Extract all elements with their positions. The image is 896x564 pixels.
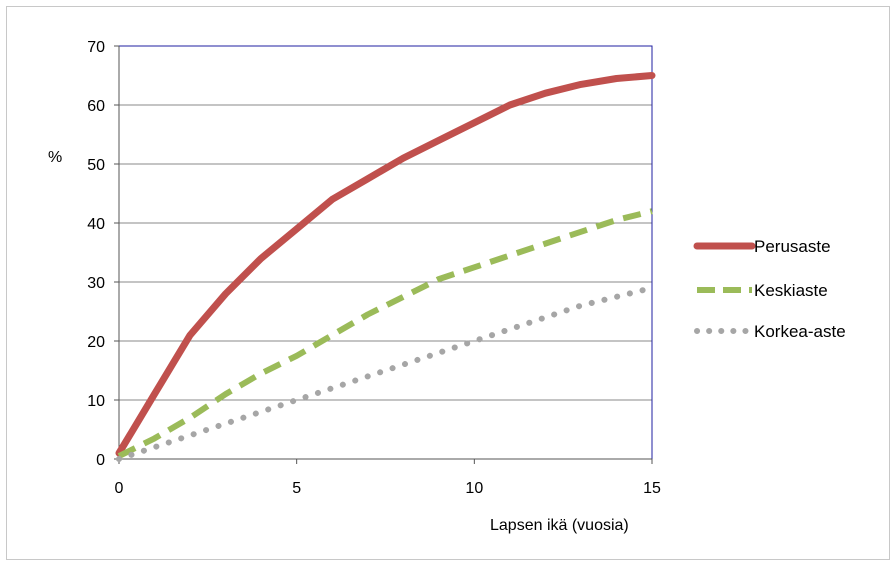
x-tick-label: 10 — [465, 480, 483, 497]
y-tick-label: 70 — [87, 39, 105, 56]
legend-label-keskiaste: Keskiaste — [754, 281, 828, 300]
series-line-keskiaste — [117, 208, 653, 459]
x-tick-label: 0 — [115, 480, 124, 497]
x-tick-label: 15 — [643, 480, 661, 497]
y-axis-label: % — [48, 149, 62, 166]
y-tick-label: 40 — [87, 216, 105, 233]
y-tick-label: 0 — [96, 452, 105, 469]
y-tick-label: 50 — [87, 157, 105, 174]
x-tick-label: 5 — [292, 480, 301, 497]
chart-frame — [6, 6, 890, 560]
legend-label-perusaste: Perusaste — [754, 237, 831, 256]
gridlines — [119, 45, 652, 460]
y-tick-label: 10 — [87, 393, 105, 410]
series-line-perusaste — [115, 72, 656, 457]
y-tick-label: 60 — [87, 98, 105, 115]
series-line-korkea-aste — [116, 284, 655, 462]
x-tick-labels: 0 5 10 15 — [115, 459, 661, 497]
plot-area-border — [118, 45, 653, 460]
y-tick-label: 20 — [87, 334, 105, 351]
series-lines — [115, 72, 656, 462]
y-tick-label: 30 — [87, 275, 105, 292]
legend-label-korkea-aste: Korkea-aste — [754, 322, 846, 341]
legend: Perusaste Keskiaste Korkea-aste — [693, 237, 846, 341]
y-tick-labels: 0 10 20 30 40 50 60 70 — [87, 39, 119, 469]
x-axis-label: Lapsen ikä (vuosia) — [490, 517, 629, 534]
